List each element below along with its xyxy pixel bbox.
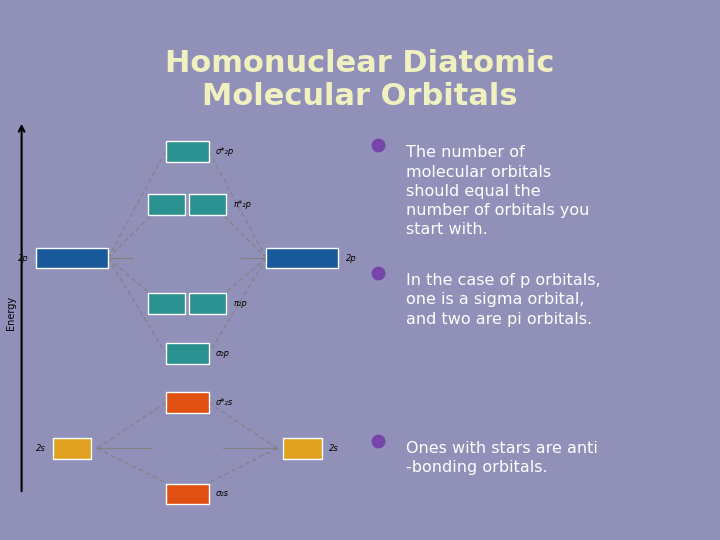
FancyBboxPatch shape [166,483,209,504]
Text: 2p: 2p [18,253,29,262]
Text: π₂p: π₂p [233,299,247,308]
Text: σ₂p: σ₂p [216,349,230,357]
Text: σ*₂s: σ*₂s [216,398,233,407]
FancyBboxPatch shape [36,247,108,268]
FancyBboxPatch shape [53,438,91,459]
FancyBboxPatch shape [148,293,185,314]
FancyBboxPatch shape [283,438,322,459]
Text: The number of
molecular orbitals
should equal the
number of orbitals you
start w: The number of molecular orbitals should … [406,145,589,237]
FancyBboxPatch shape [166,343,209,363]
FancyBboxPatch shape [189,194,226,215]
FancyBboxPatch shape [166,392,209,413]
Text: σ₂s: σ₂s [216,489,229,498]
Text: σ*₂p: σ*₂p [216,147,234,156]
FancyBboxPatch shape [189,293,226,314]
Text: 2s: 2s [35,444,45,453]
Text: Homonuclear Diatomic
Molecular Orbitals: Homonuclear Diatomic Molecular Orbitals [166,49,554,111]
Text: Ones with stars are anti
-bonding orbitals.: Ones with stars are anti -bonding orbita… [406,441,598,475]
Text: π*₂p: π*₂p [233,200,251,209]
FancyBboxPatch shape [166,141,209,162]
FancyBboxPatch shape [148,194,185,215]
Text: 2s: 2s [329,444,339,453]
Text: Energy: Energy [6,296,16,330]
Text: In the case of p orbitals,
one is a sigma orbital,
and two are pi orbitals.: In the case of p orbitals, one is a sigm… [406,273,600,327]
FancyBboxPatch shape [266,247,338,268]
Text: 2p: 2p [346,253,356,262]
